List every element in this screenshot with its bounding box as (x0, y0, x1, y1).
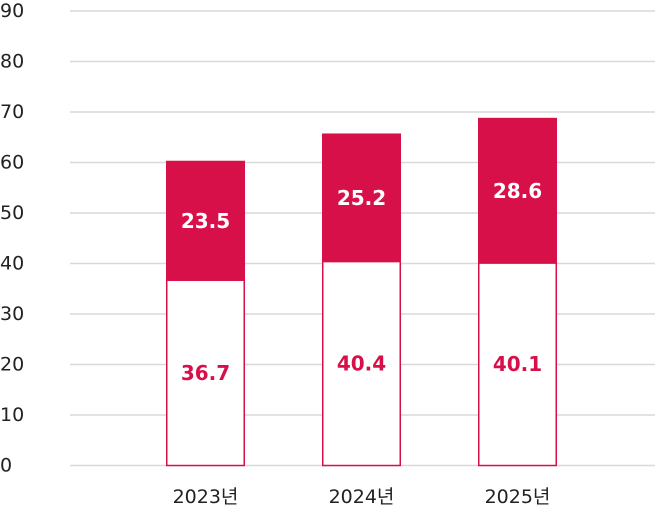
bars (166, 117, 557, 467)
y-tick-label: 60 (0, 152, 24, 174)
data-label: 40.1 (493, 352, 542, 376)
y-tick-label: 70 (0, 101, 24, 123)
x-category-label: 2023년 (173, 486, 239, 508)
bar-segment (478, 117, 557, 264)
bar-segment (322, 260, 401, 467)
data-label: 36.7 (181, 361, 230, 385)
y-tick-label: 0 (0, 455, 12, 477)
data-label: 23.5 (181, 209, 230, 233)
y-axis-tick-labels: 0 10 20 30 40 50 60 70 80 90 (0, 0, 24, 477)
data-label: 40.4 (337, 351, 386, 375)
y-tick-label: 10 (0, 404, 24, 426)
data-labels: 36.7 23.5 40.4 25.2 40.1 28.6 (181, 179, 542, 385)
y-tick-label: 80 (0, 51, 24, 73)
data-label: 25.2 (337, 186, 386, 210)
bar-segment (478, 262, 557, 467)
y-tick-label: 20 (0, 354, 24, 376)
bar-segment (166, 160, 245, 281)
x-category-label: 2025년 (485, 486, 551, 508)
y-tick-label: 30 (0, 303, 24, 325)
y-tick-label: 40 (0, 253, 24, 275)
data-label: 28.6 (493, 179, 542, 203)
y-tick-label: 90 (0, 0, 24, 22)
x-axis-category-labels: 2023년 2024년 2025년 (173, 486, 551, 508)
bar-segment (322, 133, 401, 263)
x-category-label: 2024년 (329, 486, 395, 508)
y-tick-label: 50 (0, 202, 24, 224)
